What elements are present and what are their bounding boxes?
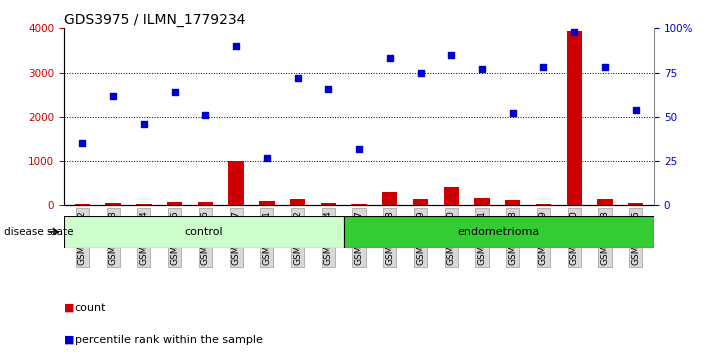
Point	[415, 70, 426, 75]
Bar	[290, 199, 305, 205]
Text: ■: ■	[64, 335, 75, 345]
Bar	[105, 202, 121, 205]
Point	[323, 86, 334, 91]
Text: ■: ■	[64, 303, 75, 313]
Text: control: control	[184, 227, 223, 237]
Bar	[505, 200, 520, 205]
Bar	[413, 199, 428, 205]
Point	[630, 107, 641, 113]
Point	[569, 29, 580, 35]
Point	[292, 75, 304, 81]
Bar	[198, 202, 213, 205]
Point	[261, 155, 272, 160]
Bar	[382, 192, 397, 205]
Point	[384, 56, 395, 61]
Bar	[567, 30, 582, 205]
Point	[353, 146, 365, 152]
Bar	[167, 202, 182, 205]
Point	[230, 43, 242, 49]
Bar	[536, 204, 551, 205]
Bar	[228, 161, 244, 205]
Bar	[343, 216, 654, 248]
Point	[507, 110, 518, 116]
Point	[446, 52, 457, 58]
Point	[200, 112, 211, 118]
Point	[77, 141, 88, 146]
Text: disease state: disease state	[4, 227, 73, 237]
Bar	[351, 204, 367, 205]
Bar	[321, 203, 336, 205]
Bar	[75, 204, 90, 205]
Point	[476, 66, 488, 72]
Bar	[628, 203, 643, 205]
Text: percentile rank within the sample: percentile rank within the sample	[75, 335, 262, 345]
Text: endometrioma: endometrioma	[458, 227, 540, 237]
Bar	[597, 199, 613, 205]
Text: count: count	[75, 303, 106, 313]
Bar	[474, 198, 490, 205]
Point	[169, 89, 181, 95]
Bar	[137, 204, 151, 205]
Bar	[260, 201, 274, 205]
Point	[138, 121, 149, 127]
Bar	[444, 187, 459, 205]
Point	[538, 64, 549, 70]
Text: GDS3975 / ILMN_1779234: GDS3975 / ILMN_1779234	[64, 13, 245, 27]
Point	[599, 64, 611, 70]
Bar	[64, 216, 343, 248]
Point	[107, 93, 119, 98]
